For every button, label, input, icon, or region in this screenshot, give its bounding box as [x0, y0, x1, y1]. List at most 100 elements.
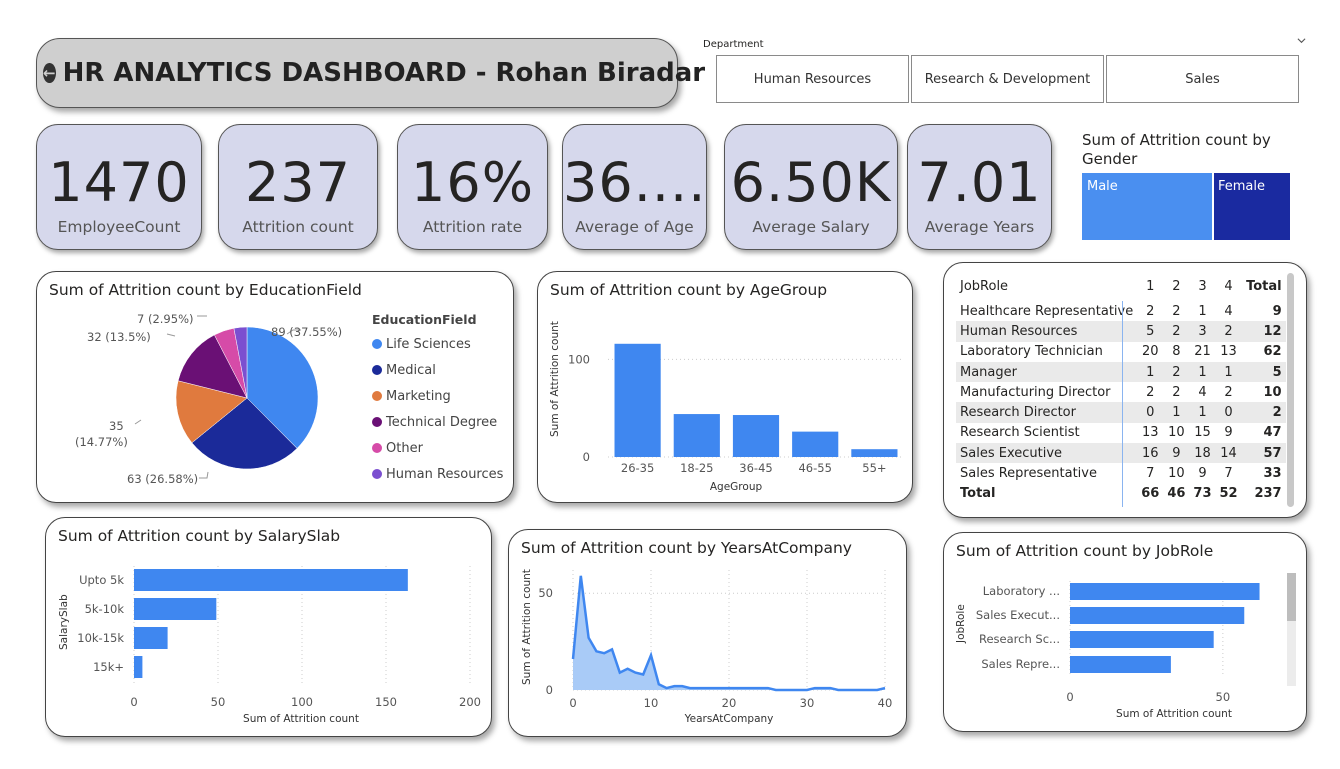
- bar[interactable]: [134, 598, 217, 620]
- bar[interactable]: [1070, 656, 1171, 673]
- dashboard-title: HR ANALYTICS DASHBOARD - Rohan Biradar: [62, 58, 706, 88]
- legend-item[interactable]: Life Sciences: [372, 331, 503, 357]
- slicer-option-human-resources[interactable]: Human Resources: [716, 55, 909, 103]
- table-row: Sales Representative 7 10 9 7 33: [956, 463, 1286, 483]
- legend-dot-icon: [372, 391, 382, 401]
- legend-dot-icon: [372, 469, 382, 479]
- table-cell: 18: [1189, 443, 1216, 464]
- table-cell: 10: [1168, 425, 1185, 441]
- bar[interactable]: [792, 431, 839, 457]
- row-header-cell: Healthcare Representative: [960, 303, 1134, 319]
- chevron-down-icon[interactable]: [1297, 36, 1306, 45]
- bar[interactable]: [673, 414, 720, 457]
- table-cell: Total: [1246, 278, 1282, 294]
- bar[interactable]: [614, 343, 661, 457]
- table-cell: 16: [1137, 443, 1164, 464]
- jobrole-matrix-panel: JobRole 1 2 3 4 Total Healthcare Representativ…: [943, 262, 1307, 518]
- area-line[interactable]: [571, 575, 886, 692]
- table-cell: 47: [1263, 425, 1282, 441]
- pie-data-label: 89 (37.55%): [271, 325, 342, 339]
- pie-slice[interactable]: [177, 334, 248, 399]
- table-cell: 13: [1220, 344, 1237, 360]
- legend-item[interactable]: Medical: [372, 357, 503, 383]
- table-cell: 66: [1141, 486, 1160, 502]
- jobrole-bar-panel: Sum of Attrition count by JobRole JobRol…: [943, 532, 1307, 732]
- table-cell: 5: [1137, 321, 1164, 342]
- chart-title: Sum of Attrition count by SalarySlab: [58, 527, 341, 545]
- table-cell: 0: [1215, 402, 1242, 423]
- y-tick-label: 100: [568, 352, 590, 366]
- table-cell: 3: [1198, 278, 1207, 294]
- legend-title: EducationField: [372, 312, 477, 327]
- y-axis-title: Sum of Attrition count: [521, 569, 533, 685]
- y-tick-label: Upto 5k: [79, 573, 124, 587]
- bar[interactable]: [851, 449, 898, 457]
- table-cell: 12: [1241, 321, 1286, 342]
- x-tick-label: 10: [644, 696, 659, 710]
- table-row: Laboratory Technician 20 8 21 13 62: [956, 342, 1286, 362]
- table-scrollbar[interactable]: [1287, 273, 1294, 507]
- x-tick-label: 26-35: [621, 461, 654, 475]
- chart-title: Sum of Attrition count by YearsAtCompany: [521, 539, 852, 557]
- chart-title: Sum of Attrition count by AgeGroup: [550, 281, 828, 299]
- kpi-average-salary: 6.50K Average Salary: [724, 124, 898, 250]
- chart-scrollbar-thumb[interactable]: [1287, 573, 1296, 621]
- y-tick-label: Sales Execut...: [976, 608, 1060, 622]
- row-header-cell: JobRole: [960, 278, 1009, 294]
- pie-slice[interactable]: [246, 326, 319, 449]
- legend-item[interactable]: Other: [372, 435, 503, 461]
- legend-item[interactable]: Technical Degree: [372, 409, 503, 435]
- pie-data-label: (14.77%): [75, 435, 128, 449]
- row-header-cell: Manufacturing Director: [960, 384, 1111, 400]
- treemap-label-female: Female: [1218, 179, 1265, 194]
- y-tick-label: Sales Repre...: [981, 657, 1060, 671]
- bar[interactable]: [134, 627, 168, 649]
- bar[interactable]: [1070, 583, 1260, 600]
- table-row: Manufacturing Director 2 2 4 2 10: [956, 382, 1286, 402]
- table-cell: 73: [1193, 486, 1212, 502]
- legend-item[interactable]: Marketing: [372, 383, 503, 409]
- legend-label: Marketing: [386, 388, 451, 404]
- table-cell: 0: [1137, 402, 1164, 423]
- bar[interactable]: [134, 569, 408, 591]
- bar[interactable]: [1070, 607, 1245, 624]
- legend-label: Life Sciences: [386, 336, 471, 352]
- bar[interactable]: [1070, 631, 1214, 648]
- row-header-cell: Research Scientist: [960, 425, 1080, 441]
- bar[interactable]: [134, 656, 143, 678]
- back-arrow-icon[interactable]: ←: [43, 63, 56, 83]
- slicer-option-research-development[interactable]: Research & Development: [911, 55, 1104, 103]
- legend-item[interactable]: Human Resources: [372, 461, 503, 487]
- table-cell: 7: [1146, 466, 1155, 482]
- kpi-value: 7.01: [917, 151, 1042, 214]
- x-tick-label: 20: [722, 696, 737, 710]
- table-cell: 8: [1172, 344, 1181, 360]
- table-cell: 46: [1167, 486, 1186, 502]
- kpi-average-age: 36.... Average of Age: [562, 124, 707, 250]
- table-cell: 2: [1215, 321, 1242, 342]
- kpi-average-years: 7.01 Average Years: [907, 124, 1052, 250]
- pie-slice[interactable]: [175, 380, 248, 444]
- y-tick-label: Research Sc...: [979, 632, 1060, 646]
- kpi-value: 237: [244, 151, 352, 214]
- table-cell: 1: [1163, 402, 1190, 423]
- legend-dot-icon: [372, 339, 382, 349]
- table-cell: 2: [1172, 278, 1181, 294]
- x-tick-label: 50: [1216, 690, 1231, 704]
- x-tick-label: 55+: [862, 461, 886, 475]
- pie-slice[interactable]: [191, 397, 298, 470]
- bar[interactable]: [732, 415, 780, 457]
- treemap-tile-female[interactable]: [1214, 173, 1290, 240]
- salaryslab-bar-chart: SalarySlab Sum of Attrition count 0 50 100…: [58, 566, 481, 725]
- table-cell: 9: [1198, 466, 1207, 482]
- x-axis-title: YearsAtCompany: [684, 713, 774, 725]
- chart-scrollbar-track[interactable]: [1287, 573, 1296, 686]
- treemap-tile-male[interactable]: [1082, 173, 1212, 240]
- pie-slice[interactable]: [233, 326, 248, 399]
- legend-dot-icon: [372, 417, 382, 427]
- x-tick-label: 46-55: [798, 461, 831, 475]
- x-tick-label: 50: [211, 695, 226, 709]
- slicer-option-sales[interactable]: Sales: [1106, 55, 1299, 103]
- table-row: Sales Executive 16 9 18 14 57: [956, 443, 1286, 464]
- education-field-panel: Sum of Attrition count by EducationField…: [36, 271, 514, 503]
